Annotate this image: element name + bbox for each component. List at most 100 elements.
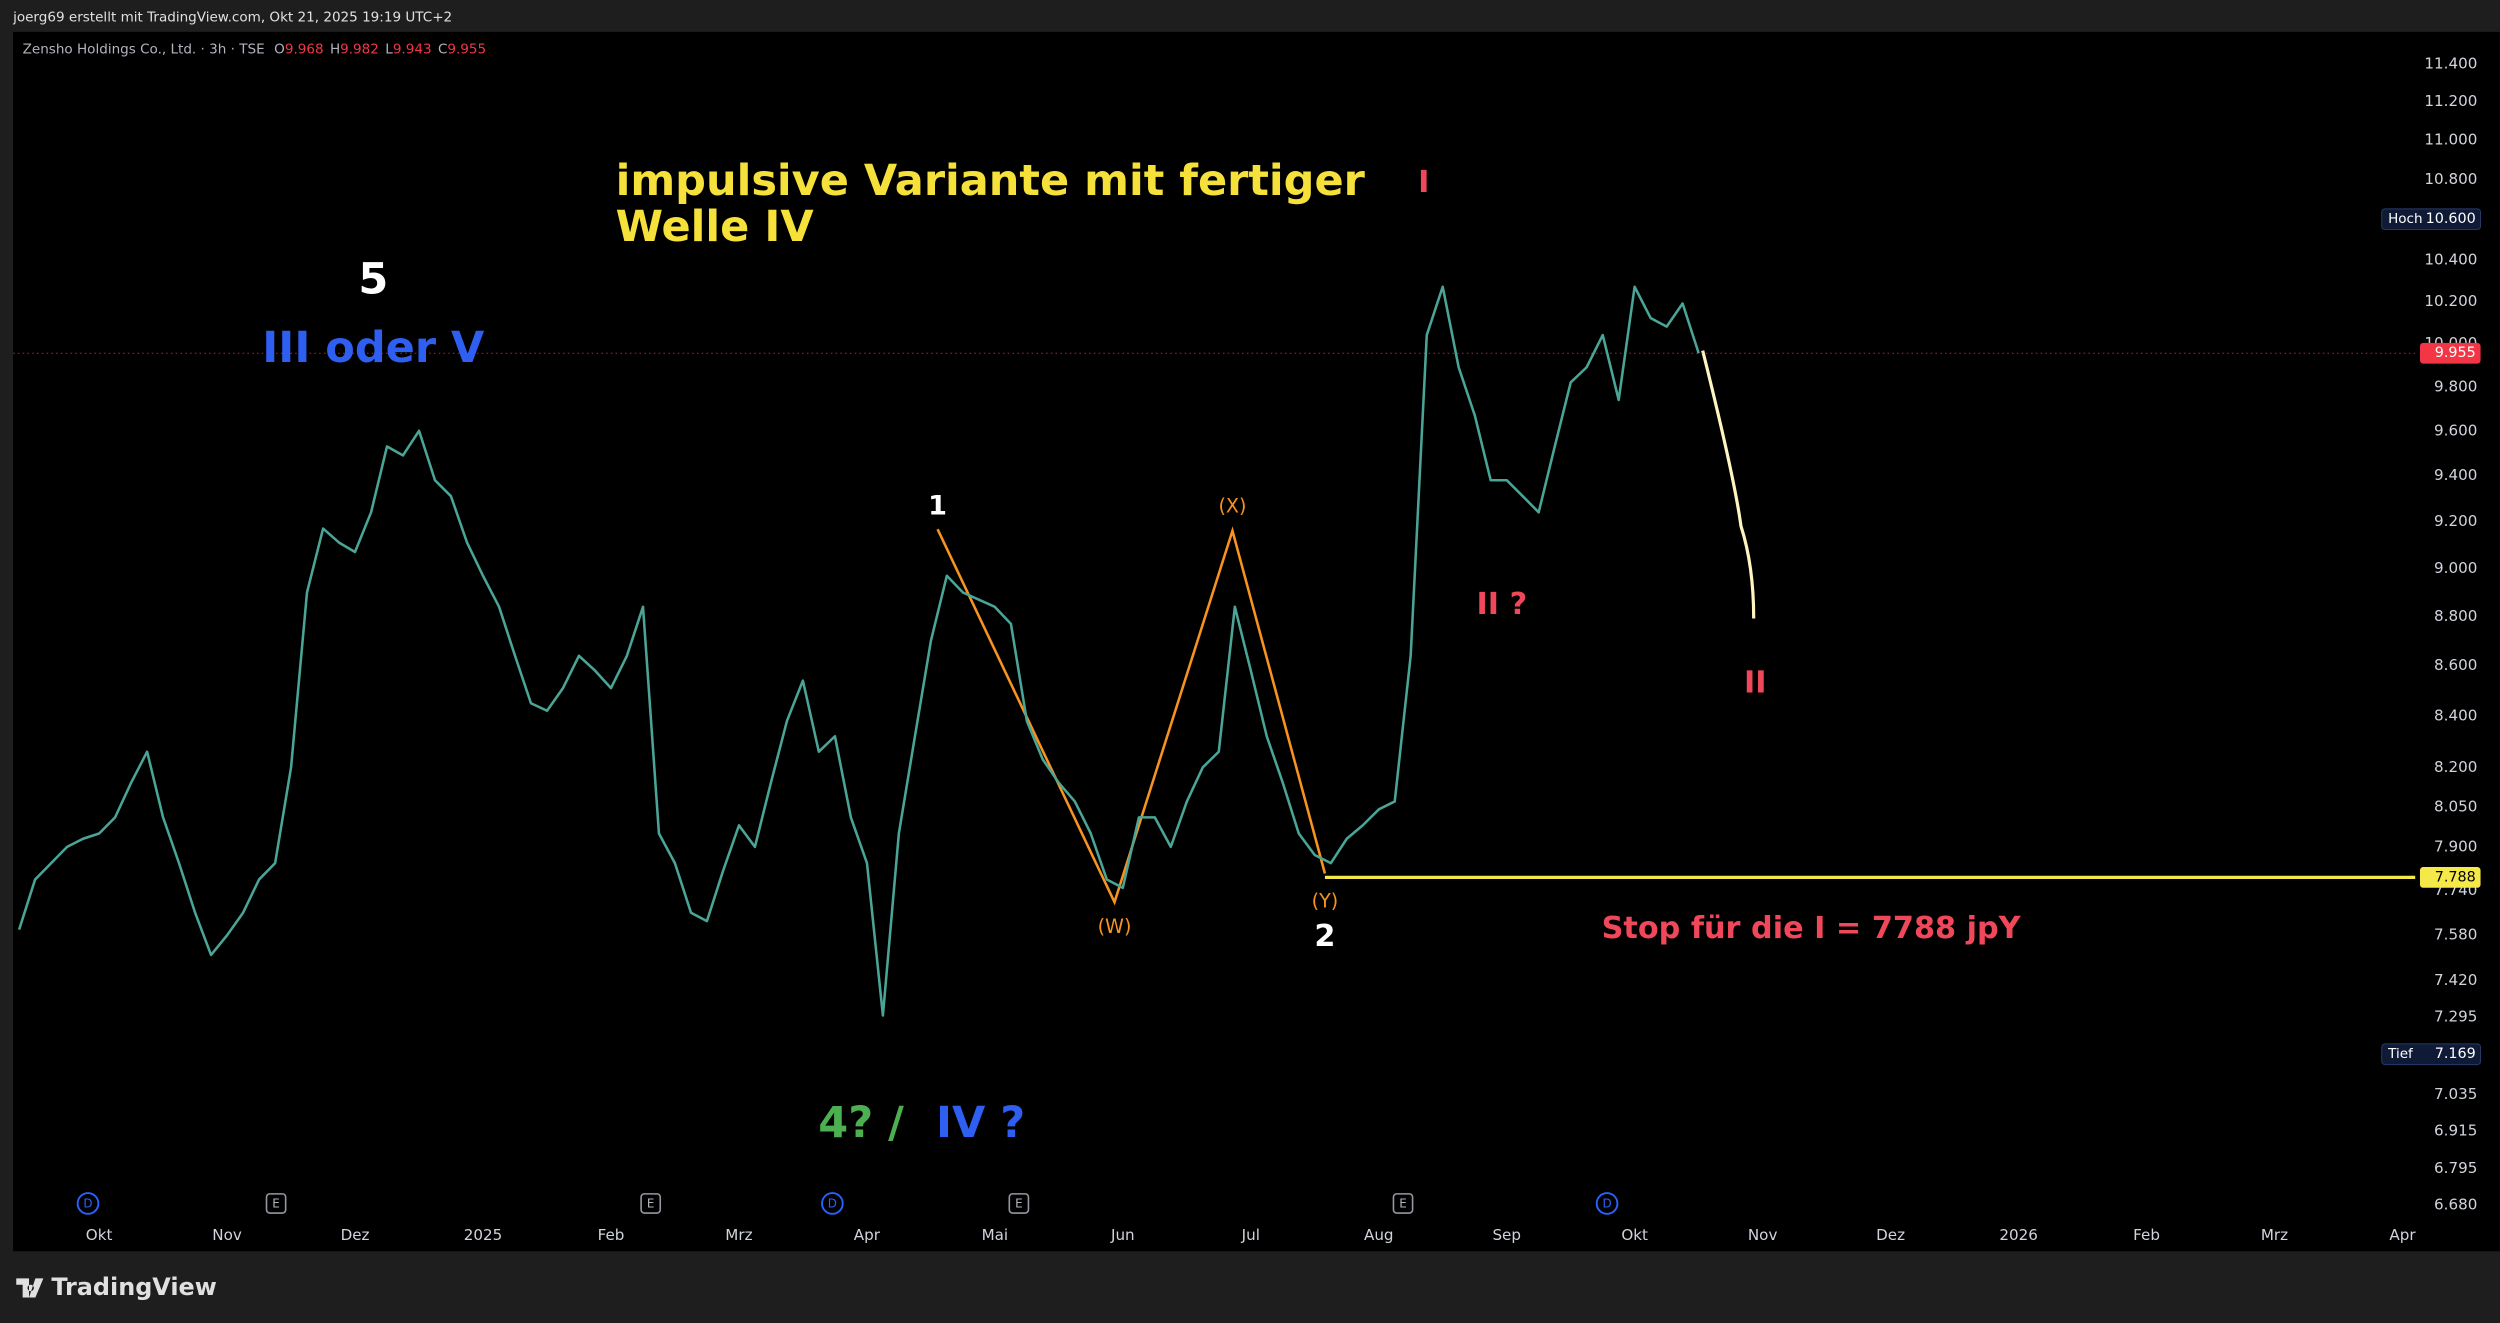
y-tick-label: 9.600 (2434, 421, 2477, 439)
y-tick-label: 10.400 (2424, 250, 2477, 268)
x-tick-label: Okt (1621, 1226, 1648, 1244)
annotation: impulsive Variante mit fertiger (616, 156, 1366, 206)
y-tick-label: 7.420 (2434, 971, 2477, 989)
x-tick-label: Jun (1110, 1226, 1135, 1244)
y-tick-label: 7.580 (2434, 926, 2477, 944)
event-marker (821, 1192, 844, 1215)
ohlc-key: L (385, 41, 393, 57)
symbol-header: Zensho Holdings Co., Ltd. · 3h · TSE O9.9… (23, 41, 487, 57)
x-tick-label: Mrz (725, 1226, 752, 1244)
annotation: 2 (1314, 919, 1335, 954)
x-tick-label: Apr (854, 1226, 881, 1244)
event-marker (76, 1192, 100, 1215)
annotation: (W) (1098, 915, 1132, 938)
x-tick-label: Aug (1364, 1226, 1394, 1244)
y-tick-label: 8.400 (2434, 706, 2477, 724)
y-tick-label: 8.050 (2434, 797, 2477, 815)
x-tick-label: Dez (1876, 1226, 1905, 1244)
x-tick-label: Sep (1492, 1226, 1521, 1244)
y-tick-label: 9.000 (2434, 559, 2477, 577)
ohlc-key: C (438, 41, 447, 57)
annotation: 5 (358, 255, 388, 305)
event-marker (1008, 1193, 1030, 1214)
annotation: 4? / (818, 1098, 904, 1148)
x-tick-label: Jul (1241, 1226, 1260, 1244)
x-tick-label: Nov (1748, 1226, 1778, 1244)
ohlc-key: O (274, 41, 285, 57)
price-badge-label: 7.169 (2435, 1046, 2476, 1062)
logo-text: TradingView (51, 1273, 217, 1301)
y-tick-label: 10.200 (2424, 292, 2477, 310)
x-tick-label: Okt (86, 1226, 113, 1244)
price-badge-name: Tief (2387, 1046, 2414, 1062)
event-label: E (1015, 1197, 1023, 1211)
x-tick-label: 2025 (464, 1226, 503, 1244)
price-badge (2381, 208, 2482, 231)
event-marker (640, 1193, 662, 1214)
event-marker (1392, 1193, 1414, 1214)
y-tick-label: 7.035 (2434, 1085, 2477, 1103)
price-badge (2419, 867, 2481, 888)
price-badge (2381, 1043, 2482, 1066)
annotation: (X) (1218, 494, 1246, 517)
x-tick-label: Nov (212, 1226, 242, 1244)
y-tick-label: 7.900 (2434, 837, 2477, 855)
y-tick-label: 6.795 (2434, 1159, 2477, 1177)
price-badge-label: 10.600 (2426, 211, 2476, 227)
y-tick-label: 11.400 (2424, 54, 2477, 72)
plot-background (13, 31, 2500, 1252)
y-tick-label: 8.800 (2434, 607, 2477, 625)
logo-icon (16, 1278, 44, 1298)
annotation: IV ? (936, 1098, 1025, 1148)
annotation: 1 (928, 490, 947, 521)
x-tick-label: 2026 (1999, 1226, 2038, 1244)
event-label: E (1399, 1197, 1407, 1211)
y-tick-label: 10.800 (2424, 170, 2477, 188)
y-tick-label: 9.800 (2434, 377, 2477, 395)
event-marker (1595, 1192, 1619, 1215)
ohlc-value: 9.955 (447, 41, 486, 57)
price-line-series (17, 285, 1700, 1017)
annotation: Stop für die I = 7788 jpY (1602, 911, 2022, 946)
y-tick-label: 7.295 (2434, 1008, 2477, 1026)
ohlc-value: 9.982 (340, 41, 379, 57)
y-tick-label: 8.200 (2434, 758, 2477, 776)
annotation: III oder V (262, 323, 485, 373)
symbol: Zensho Holdings Co., Ltd. · 3h · TSE (23, 41, 265, 57)
annotation: II (1744, 665, 1767, 700)
price-badge-label: 9.955 (2435, 345, 2476, 361)
x-tick-label: Dez (341, 1226, 370, 1244)
price-badge-name: Hoch (2388, 211, 2422, 227)
projection-drawing (1701, 350, 1756, 619)
x-tick-label: Feb (2133, 1226, 2160, 1244)
price-badge-label: 7.788 (2435, 869, 2476, 885)
y-tick-label: 11.000 (2424, 131, 2477, 149)
annotation: Welle IV (616, 202, 815, 252)
ohlc-key: H (330, 41, 340, 57)
y-tick-label: 11.200 (2424, 92, 2477, 110)
y-tick-label: 9.400 (2434, 466, 2477, 484)
attribution: joerg69 erstellt mit TradingView.com, Ok… (12, 10, 452, 26)
x-tick-label: Apr (2389, 1226, 2416, 1244)
event-label: E (647, 1197, 655, 1211)
y-tick-label: 9.200 (2434, 512, 2477, 530)
event-label: D (828, 1197, 837, 1211)
ohlc-value: 9.943 (393, 41, 432, 57)
event-label: E (272, 1197, 280, 1211)
y-tick-label: 6.915 (2434, 1122, 2477, 1140)
event-label: D (1602, 1197, 1611, 1211)
y-tick-label: 6.680 (2434, 1196, 2477, 1214)
annotation: I (1418, 165, 1429, 200)
ohlc-value: 9.968 (285, 41, 324, 57)
annotation: II ? (1477, 587, 1528, 622)
x-tick-label: Mai (982, 1226, 1009, 1244)
y-tick-label: 8.600 (2434, 656, 2477, 674)
event-label: D (83, 1197, 92, 1211)
event-marker (265, 1193, 287, 1214)
x-tick-label: Feb (598, 1226, 625, 1244)
x-tick-label: Mrz (2261, 1226, 2288, 1244)
annotation: (Y) (1312, 890, 1339, 913)
price-badge (2419, 342, 2481, 364)
